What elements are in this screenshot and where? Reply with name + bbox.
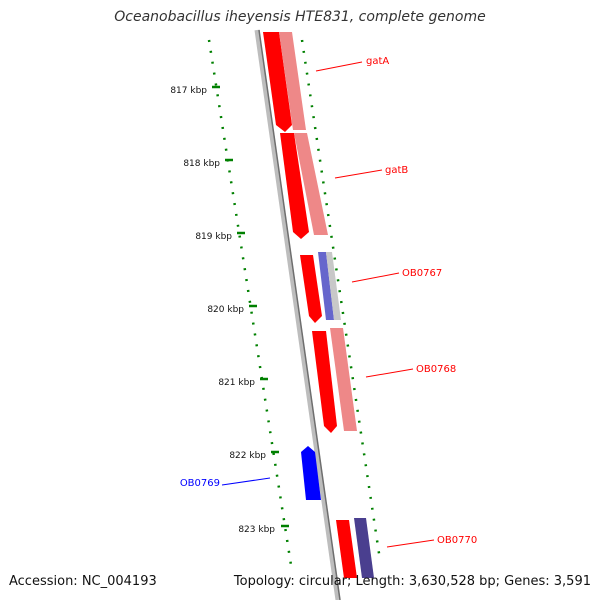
tick-label-819: 819 kbp bbox=[195, 232, 232, 242]
genome-summary-text: Topology: circular; Length: 3,630,528 bp… bbox=[233, 574, 591, 589]
leader-OB0768 bbox=[365, 368, 414, 378]
backbone-edge bbox=[258, 29, 341, 600]
gene-gatA-cds[interactable] bbox=[279, 32, 306, 130]
gene-label-OB0769[interactable]: OB0769 bbox=[180, 478, 220, 489]
gene-OB0768[interactable] bbox=[312, 328, 357, 433]
gene-OB0768-arrow[interactable] bbox=[312, 331, 337, 433]
gene-label-OB0767[interactable]: OB0767 bbox=[402, 268, 442, 279]
map-title: Oceanobacillus iheyensis HTE831, complet… bbox=[114, 9, 486, 25]
gene-OB0767-cds[interactable] bbox=[318, 252, 334, 320]
tick-marks bbox=[212, 85, 289, 528]
gene-gatB-arrow[interactable] bbox=[280, 133, 309, 239]
gene-labels: gatA gatB OB0767 OB0768 OB0769 OB0770 bbox=[180, 56, 477, 546]
gene-label-gatA[interactable]: gatA bbox=[366, 56, 389, 67]
gene-OB0768-cds[interactable] bbox=[330, 328, 357, 431]
leader-lines bbox=[221, 61, 435, 548]
gene-label-OB0768[interactable]: OB0768 bbox=[416, 364, 456, 375]
leader-gatB bbox=[334, 169, 383, 179]
gene-label-OB0770[interactable]: OB0770 bbox=[437, 535, 477, 546]
leader-OB0769 bbox=[221, 477, 271, 486]
tick-label-823: 823 kbp bbox=[238, 525, 275, 535]
gene-OB0770-cds[interactable] bbox=[354, 518, 374, 578]
tick-label-822: 822 kbp bbox=[229, 451, 266, 461]
leader-OB0770 bbox=[386, 539, 435, 548]
gene-OB0767-misc[interactable] bbox=[326, 252, 341, 320]
gene-gatB[interactable] bbox=[280, 133, 328, 239]
tick-label-820: 820 kbp bbox=[207, 305, 244, 315]
gene-OB0767[interactable] bbox=[300, 252, 341, 323]
gene-OB0767-arrow[interactable] bbox=[300, 255, 322, 323]
ruler-line bbox=[207, 39, 293, 566]
gene-label-gatB[interactable]: gatB bbox=[385, 165, 408, 176]
gene-gatA[interactable] bbox=[263, 32, 306, 132]
gene-OB0769-arrow[interactable] bbox=[301, 446, 321, 500]
tick-label-821: 821 kbp bbox=[218, 378, 255, 388]
accession-text: Accession: NC_004193 bbox=[9, 574, 157, 589]
gene-OB0769[interactable] bbox=[301, 446, 321, 500]
gene-gatA-arrow[interactable] bbox=[263, 32, 292, 132]
tick-labels: 817 kbp 818 kbp 819 kbp 820 kbp 821 kbp … bbox=[170, 86, 275, 535]
tick-label-818: 818 kbp bbox=[183, 159, 220, 169]
tick-label-817: 817 kbp bbox=[170, 86, 207, 96]
gene-OB0770-arrow[interactable] bbox=[336, 520, 357, 578]
gene-gatB-cds[interactable] bbox=[294, 133, 328, 235]
gene-OB0770[interactable] bbox=[336, 518, 374, 578]
backbone-line bbox=[254, 29, 341, 600]
leader-OB0767 bbox=[351, 272, 400, 283]
leader-gatA bbox=[315, 61, 363, 72]
